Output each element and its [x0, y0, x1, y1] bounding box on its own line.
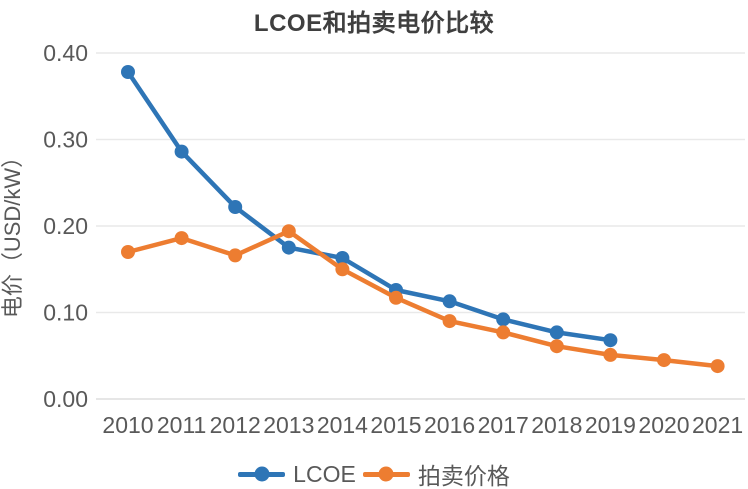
legend-label-auction-price: 拍卖价格 [417, 463, 510, 489]
x-tick-label: 2013 [263, 412, 314, 438]
y-tick-label: 0.40 [43, 40, 88, 66]
data-point-marker-icon [174, 231, 189, 246]
x-tick-label: 2017 [478, 412, 529, 438]
auction-series-marker-icon [362, 466, 410, 482]
data-point-marker-icon [389, 290, 403, 305]
y-tick-label: 0.10 [43, 300, 88, 326]
legend-label-lcoe: LCOE [293, 460, 356, 487]
data-point-marker-icon [442, 314, 457, 329]
x-tick-label: 2020 [638, 412, 689, 438]
x-tick-label: 2012 [210, 412, 261, 438]
x-tick-label: 2014 [317, 412, 368, 438]
legend-item-auction-price: 拍卖价格 [362, 457, 510, 489]
x-tick-label: 2016 [424, 412, 475, 438]
data-point-marker-icon [549, 339, 564, 354]
data-point-marker-icon [121, 245, 135, 259]
data-point-marker-icon [281, 240, 296, 255]
data-point-marker-icon [174, 144, 189, 159]
data-point-marker-icon [228, 200, 243, 214]
data-point-marker-icon [603, 333, 618, 348]
series-line-0 [125, 69, 613, 343]
y-tick-label: 0.30 [43, 127, 88, 153]
plot-area: 0.40 0.30 0.20 0.10 0.00 2010 2011 2012 2013 2014… [0, 40, 745, 438]
legend-item-lcoe: LCOE [238, 461, 356, 488]
auction-marker-dot-icon [378, 466, 394, 482]
x-tick-label: 2018 [531, 412, 582, 438]
data-point-marker-icon [657, 353, 671, 368]
series-line-1 [125, 228, 720, 369]
lcoe-series-marker-icon [238, 466, 286, 482]
y-tick-label: 0.00 [43, 386, 88, 412]
chart-title: LCOE和拍卖电价比较 [253, 10, 495, 37]
data-point-marker-icon [710, 359, 725, 374]
y-axis-label: 电价（USD/kW） [0, 146, 25, 318]
legend: LCOE 拍卖价格 [0, 459, 748, 489]
data-point-marker-icon [603, 347, 618, 362]
data-point-marker-icon [442, 294, 457, 309]
data-point-marker-icon [335, 251, 350, 265]
x-tick-label: 2021 [692, 412, 743, 438]
data-point-marker-icon [496, 325, 511, 340]
data-point-marker-icon [549, 325, 564, 340]
x-tick-label: 2010 [102, 412, 153, 438]
lcoe-marker-dot-icon [254, 466, 270, 482]
data-point-marker-icon [121, 65, 135, 79]
data-point-marker-icon [496, 312, 511, 327]
y-tick-label: 0.20 [43, 213, 88, 239]
x-tick-label: 2011 [157, 412, 206, 438]
data-point-marker-icon [335, 262, 350, 277]
data-point-marker-icon [281, 224, 296, 239]
x-tick-label: 2019 [585, 412, 636, 438]
data-point-marker-icon [228, 248, 243, 263]
x-tick-label: 2015 [370, 412, 421, 438]
